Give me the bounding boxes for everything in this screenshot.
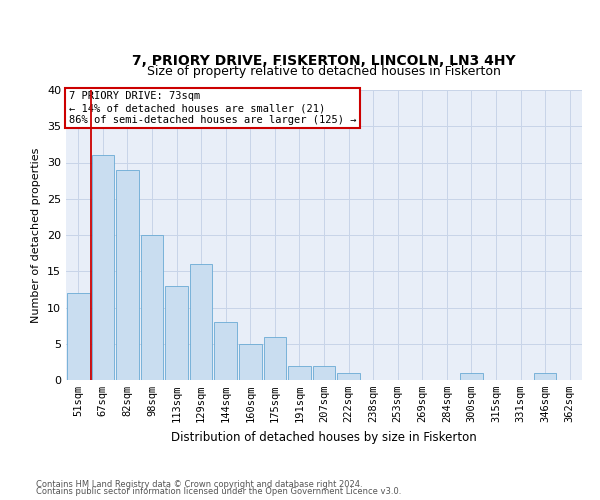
Bar <box>165 286 188 380</box>
Text: Contains public sector information licensed under the Open Government Licence v3: Contains public sector information licen… <box>36 488 401 496</box>
Bar <box>92 155 114 380</box>
Bar <box>214 322 237 380</box>
Bar <box>337 373 360 380</box>
Bar <box>263 336 286 380</box>
Bar <box>534 373 556 380</box>
Text: Contains HM Land Registry data © Crown copyright and database right 2024.: Contains HM Land Registry data © Crown c… <box>36 480 362 489</box>
Bar <box>190 264 212 380</box>
Bar <box>140 235 163 380</box>
Text: Size of property relative to detached houses in Fiskerton: Size of property relative to detached ho… <box>147 66 501 78</box>
Bar <box>288 366 311 380</box>
Bar <box>116 170 139 380</box>
X-axis label: Distribution of detached houses by size in Fiskerton: Distribution of detached houses by size … <box>171 430 477 444</box>
Bar <box>460 373 483 380</box>
Bar <box>239 344 262 380</box>
Y-axis label: Number of detached properties: Number of detached properties <box>31 148 41 322</box>
Bar <box>313 366 335 380</box>
Text: 7 PRIORY DRIVE: 73sqm
← 14% of detached houses are smaller (21)
86% of semi-deta: 7 PRIORY DRIVE: 73sqm ← 14% of detached … <box>68 92 356 124</box>
Title: 7, PRIORY DRIVE, FISKERTON, LINCOLN, LN3 4HY: 7, PRIORY DRIVE, FISKERTON, LINCOLN, LN3… <box>132 54 516 68</box>
Bar <box>67 293 89 380</box>
